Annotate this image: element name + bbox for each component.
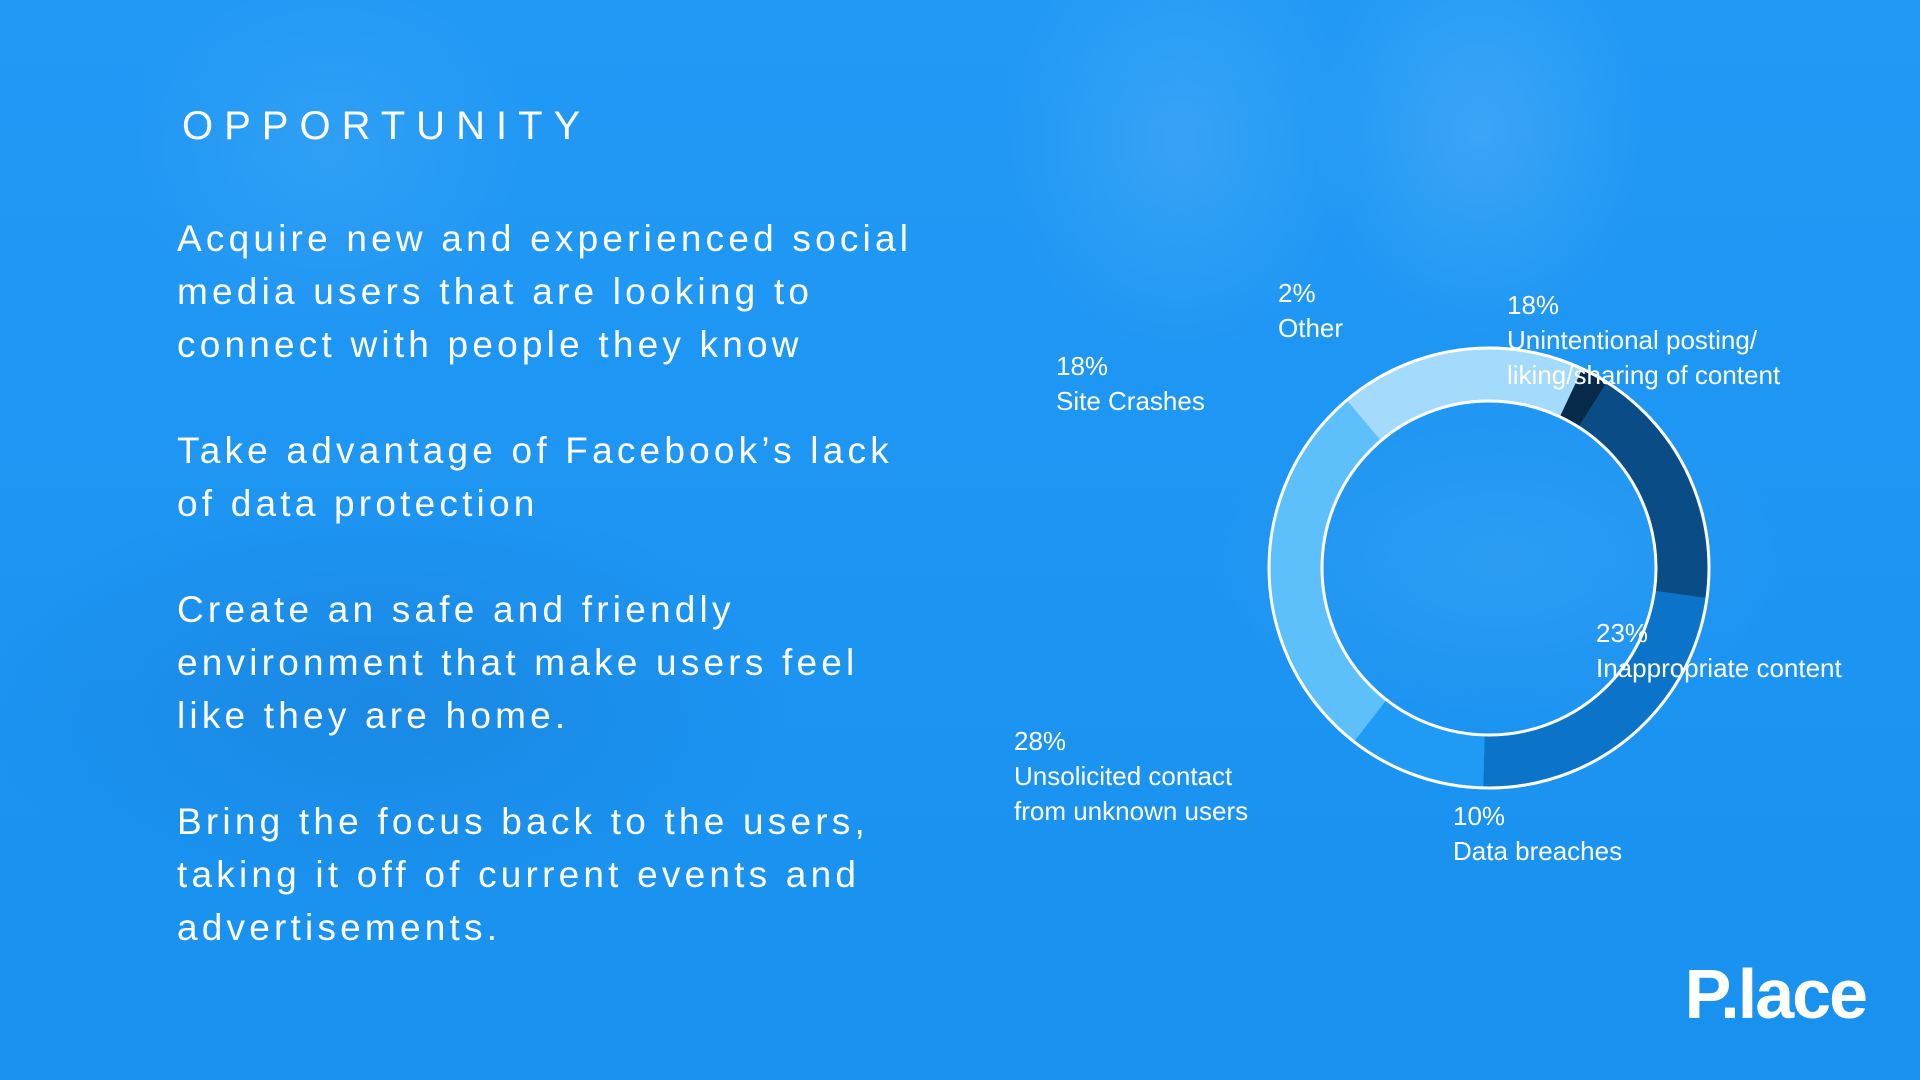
- opportunity-point: Take advantage of Facebook’s lack of dat…: [177, 430, 893, 524]
- slice-percent: 28%: [1014, 726, 1067, 756]
- slice-label-unsolicited: 28% Unsolicited contact from unknown user…: [1014, 724, 1248, 829]
- opportunity-points: Acquire new and experienced social media…: [177, 212, 997, 1007]
- slice-label-inappropriate: 23% Inappropriate content: [1596, 616, 1842, 686]
- slice-label-site-crashes: 18% Site Crashes: [1056, 349, 1205, 419]
- donut-slice-5: [1559, 368, 1607, 427]
- slice-label-unintentional: 18% Unintentional posting/ liking/sharing…: [1507, 288, 1780, 393]
- donut-slice-1: [1483, 590, 1707, 789]
- slice-percent: 18%: [1056, 351, 1109, 381]
- slice-name: Inappropriate content: [1596, 653, 1842, 683]
- slice-percent: 18%: [1507, 290, 1560, 320]
- opportunity-point: Create an safe and friendly environment …: [177, 589, 859, 736]
- donut-outer-ring: [1267, 346, 1711, 790]
- slice-percent: 23%: [1596, 618, 1649, 648]
- slice-label-data-breaches: 10% Data breaches: [1453, 799, 1622, 869]
- donut-slice-0: [1578, 382, 1709, 599]
- place-logo: P.lace: [1684, 955, 1868, 1033]
- donut-slice-3: [1268, 400, 1387, 742]
- slice-label-other: 2% Other: [1278, 276, 1343, 346]
- slide-title: OPPORTUNITY: [182, 104, 592, 148]
- donut-slice-2: [1353, 699, 1485, 788]
- slice-percent: 10%: [1453, 801, 1506, 831]
- slice-percent: 2%: [1278, 278, 1316, 308]
- opportunity-point: Bring the focus back to the users, takin…: [177, 801, 869, 948]
- donut-slice-4: [1346, 348, 1583, 441]
- slice-name: Unsolicited contact from unknown users: [1014, 761, 1249, 826]
- slice-name: Site Crashes: [1056, 386, 1205, 416]
- opportunity-point: Acquire new and experienced social media…: [177, 218, 913, 365]
- slice-name: Unintentional posting/ liking/sharing of…: [1507, 325, 1781, 390]
- donut-inner-ring: [1320, 399, 1658, 737]
- slice-name: Data breaches: [1453, 836, 1623, 866]
- slice-name: Other: [1278, 313, 1344, 343]
